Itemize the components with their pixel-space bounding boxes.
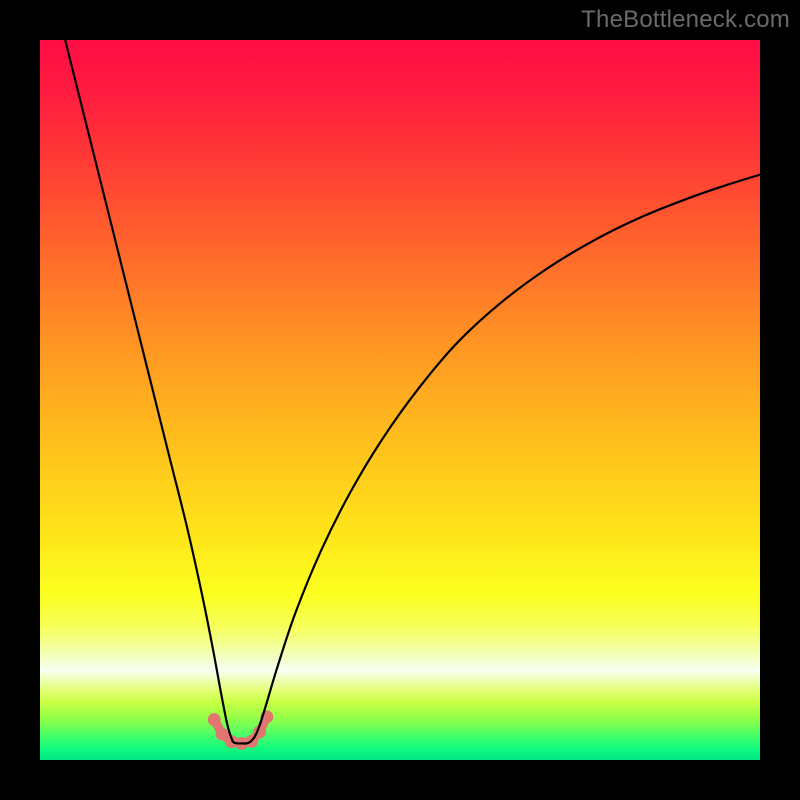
highlight-dot	[208, 713, 221, 726]
watermark-text: TheBottleneck.com	[581, 6, 790, 34]
chart-stage: TheBottleneck.com	[0, 0, 800, 800]
plot-heat-background	[40, 40, 760, 760]
bottleneck-chart	[0, 0, 800, 800]
